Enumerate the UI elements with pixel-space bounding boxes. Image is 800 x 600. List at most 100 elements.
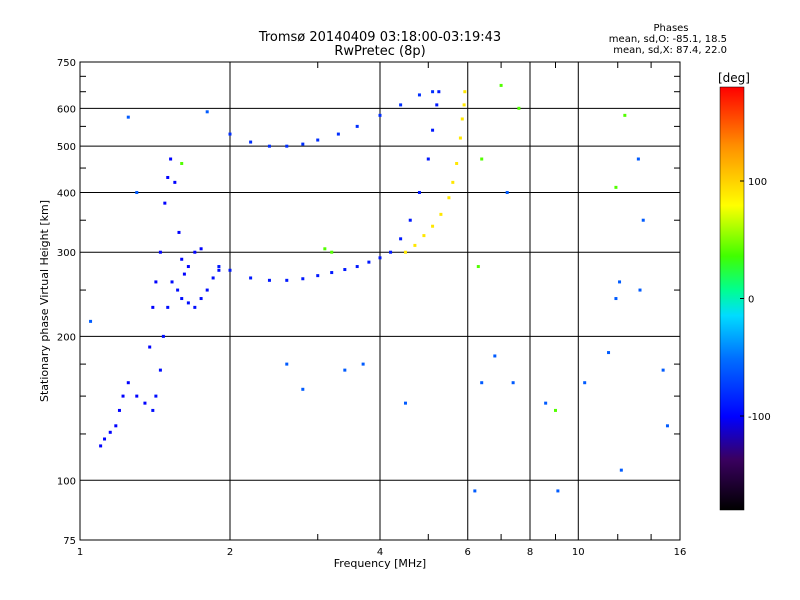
data-point — [511, 381, 515, 385]
x-tick-label: 10 — [572, 547, 585, 558]
data-point — [99, 444, 103, 448]
data-point — [417, 93, 421, 97]
data-point — [249, 276, 253, 280]
y-tick-label: 600 — [57, 104, 76, 115]
colorbar-label: [deg] — [718, 71, 750, 85]
data-point — [431, 90, 435, 94]
colorbar-ticks: 100 0 -100 — [740, 177, 771, 423]
data-point — [166, 175, 170, 179]
grid-lines — [80, 62, 680, 540]
colorbar-tick-label: 0 — [748, 295, 754, 306]
data-point — [173, 180, 177, 184]
y-tick-label: 300 — [57, 248, 76, 259]
data-point — [154, 394, 158, 398]
data-point — [177, 230, 181, 234]
data-point — [343, 268, 347, 272]
data-point — [641, 218, 645, 222]
data-point — [205, 110, 209, 114]
data-point — [389, 250, 393, 254]
data-point — [614, 185, 618, 189]
data-point — [182, 272, 186, 276]
x-tick-label: 4 — [377, 547, 383, 558]
x-axis-label: Frequency [MHz] — [334, 557, 426, 570]
data-point — [180, 297, 184, 301]
data-point — [607, 351, 611, 355]
data-point — [460, 117, 464, 121]
data-point — [437, 90, 441, 94]
data-point — [217, 265, 221, 269]
data-point — [355, 124, 359, 128]
data-point — [89, 319, 93, 323]
data-point — [135, 394, 139, 398]
data-point — [249, 140, 253, 144]
stats-line-x: mean, sd,X: 87.4, 22.0 — [613, 45, 727, 56]
y-tick-label: 75 — [63, 536, 76, 547]
x-tick-label: 8 — [527, 547, 533, 558]
data-point — [176, 288, 180, 292]
data-point — [431, 224, 435, 228]
data-point — [161, 334, 165, 338]
x-tick-label: 6 — [465, 547, 471, 558]
data-point — [151, 305, 155, 309]
data-point — [462, 103, 466, 107]
data-point — [636, 157, 640, 161]
y-tick-label: 100 — [57, 476, 76, 487]
data-point — [417, 190, 421, 194]
data-point — [148, 345, 152, 349]
data-point — [343, 368, 347, 372]
data-point — [199, 247, 203, 251]
data-point — [619, 468, 623, 472]
chart-title: Tromsø 20140409 03:18:00-03:19:43 — [258, 30, 501, 45]
data-point — [399, 237, 403, 241]
data-point — [463, 90, 467, 94]
data-point — [103, 437, 107, 441]
data-point — [169, 157, 173, 161]
data-point — [205, 288, 209, 292]
data-point — [422, 234, 426, 238]
x-tick-label: 1 — [77, 547, 83, 558]
data-point — [447, 196, 451, 200]
data-point — [493, 354, 497, 358]
y-axis-ticks: 75 100 200 300 400 500 600 750 — [57, 58, 680, 547]
data-point — [408, 218, 412, 222]
data-point — [186, 265, 190, 269]
data-point — [413, 243, 417, 247]
data-point — [367, 260, 371, 264]
data-points — [89, 83, 669, 493]
data-point — [355, 265, 359, 269]
y-tick-label: 500 — [57, 142, 76, 153]
data-point — [267, 278, 271, 282]
data-point — [451, 180, 455, 184]
data-point — [114, 424, 118, 428]
data-point — [330, 271, 334, 275]
data-point — [505, 190, 509, 194]
data-point — [476, 265, 480, 269]
data-point — [143, 401, 147, 405]
data-point — [378, 113, 382, 117]
data-point — [170, 280, 174, 284]
data-point — [316, 274, 320, 278]
data-point — [399, 103, 403, 107]
data-point — [403, 250, 407, 254]
x-tick-label: 2 — [227, 547, 233, 558]
data-point — [158, 368, 162, 372]
data-point — [228, 132, 232, 136]
data-point — [193, 250, 197, 254]
data-point — [301, 277, 305, 281]
data-point — [480, 157, 484, 161]
data-point — [301, 387, 305, 391]
data-point — [285, 362, 289, 366]
data-point — [228, 268, 232, 272]
colorbar-tick-label: -100 — [748, 412, 771, 423]
data-point — [117, 408, 121, 412]
data-point — [267, 144, 271, 148]
data-point — [151, 408, 155, 412]
data-point — [517, 106, 521, 110]
data-point — [285, 144, 289, 148]
data-point — [121, 394, 125, 398]
data-point — [614, 297, 618, 301]
data-point — [431, 128, 435, 132]
data-point — [301, 142, 305, 146]
